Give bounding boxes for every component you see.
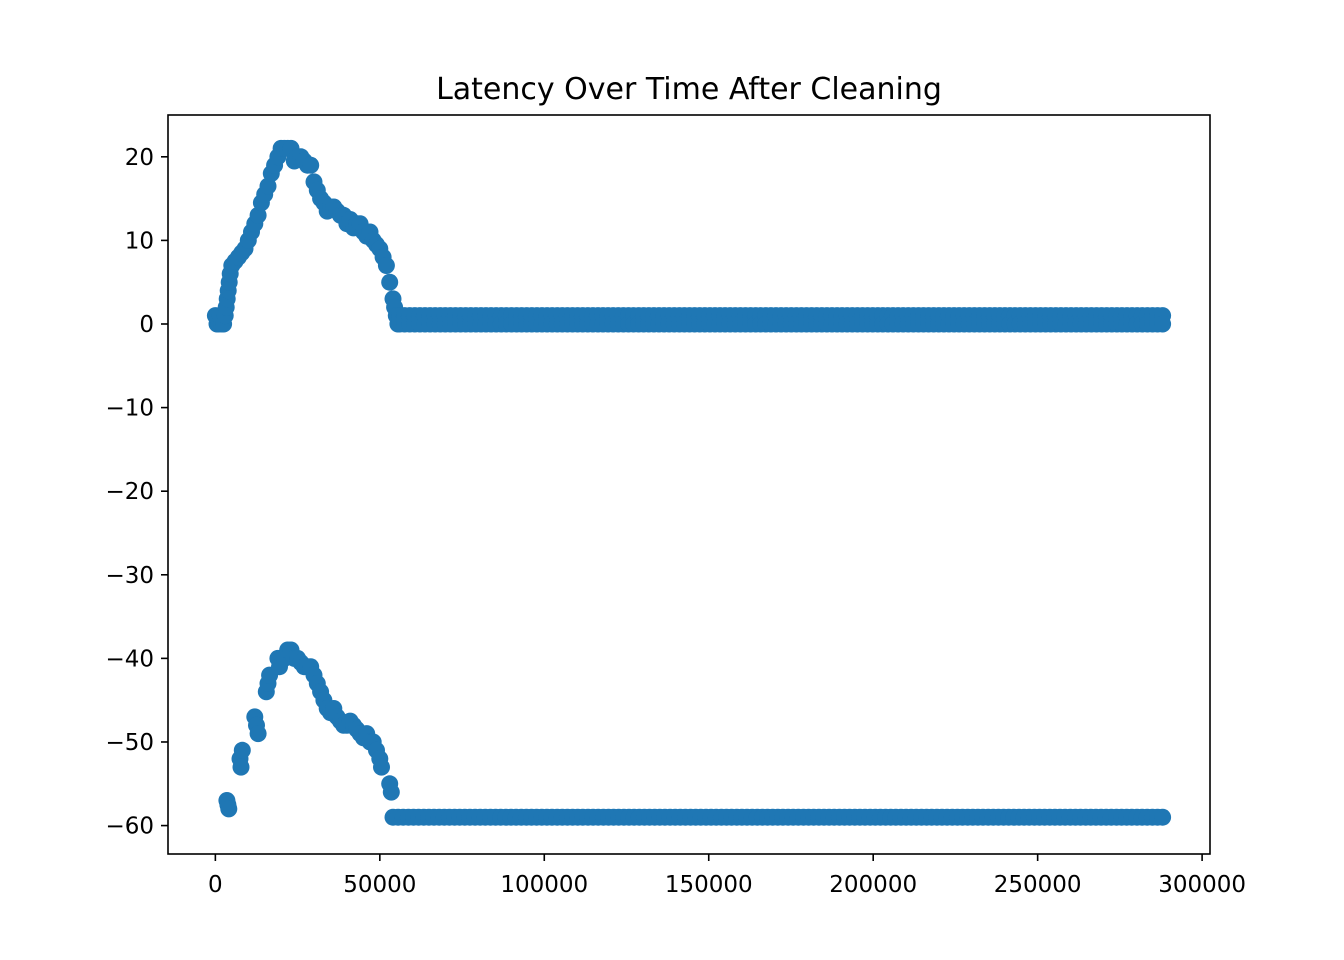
x-tick-label: 50000	[343, 872, 416, 898]
x-tick-label: 200000	[829, 872, 917, 898]
y-tick-label: −60	[105, 814, 154, 840]
x-tick-label: 100000	[500, 872, 588, 898]
data-point	[381, 273, 399, 291]
data-points	[206, 139, 1172, 826]
y-tick-label: 20	[125, 145, 154, 171]
y-tick-label: 0	[139, 312, 154, 338]
y-tick-label: −20	[105, 479, 154, 505]
x-tick-label: 300000	[1158, 872, 1246, 898]
data-point	[382, 783, 400, 801]
axes: 0 50000 100000 150000 200000 250000 300000 20 10…	[105, 114, 1246, 898]
data-point	[232, 758, 250, 776]
data-point	[249, 725, 267, 743]
x-tick-label: 150000	[665, 872, 753, 898]
data-point	[373, 758, 390, 776]
y-tick-label: −10	[105, 396, 154, 422]
x-tick-label: 0	[208, 872, 223, 898]
y-tick-label: −50	[105, 730, 154, 756]
data-point	[1154, 808, 1172, 826]
data-point	[377, 257, 395, 274]
chart-title: Latency Over Time After Cleaning	[436, 72, 942, 107]
data-point	[233, 741, 251, 759]
y-tick-label: 10	[125, 228, 154, 254]
x-tick-label: 250000	[994, 872, 1082, 898]
data-point	[1154, 315, 1172, 333]
data-point	[220, 800, 238, 818]
data-point	[302, 156, 320, 174]
y-tick-label: −30	[105, 563, 154, 589]
y-tick-label: −40	[105, 646, 154, 672]
plot-frame	[167, 114, 1211, 855]
